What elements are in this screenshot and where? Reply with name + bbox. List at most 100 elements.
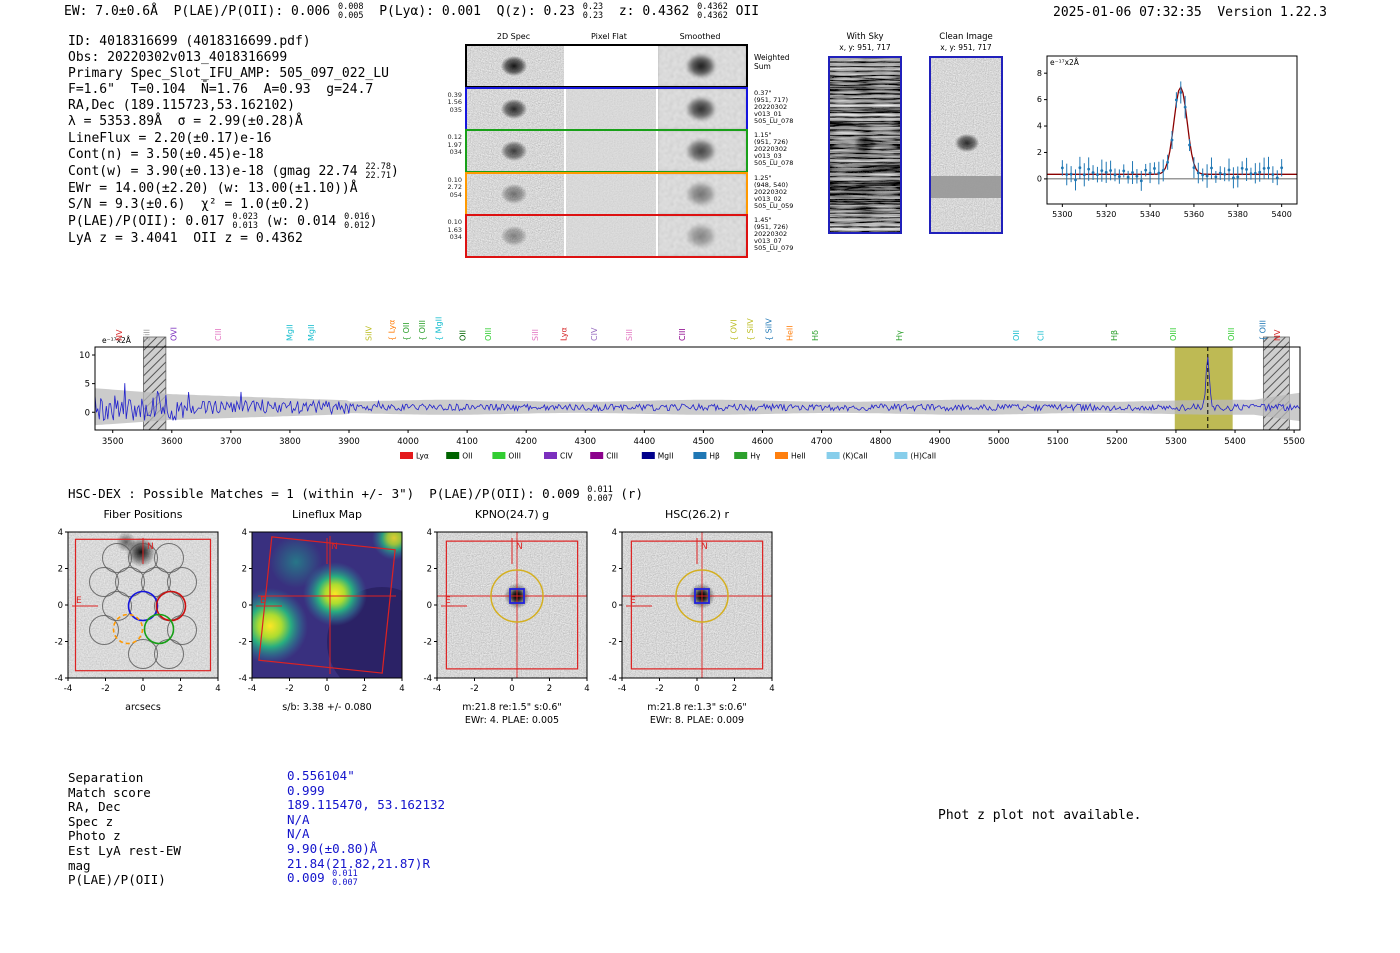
match-row-label: P(LAE)/P(OII) bbox=[68, 872, 166, 888]
svg-text:Lyα: Lyα bbox=[416, 452, 429, 461]
smoothed-image bbox=[658, 216, 746, 257]
match-row-label: Est LyA rest-EW bbox=[68, 843, 181, 858]
compass-north-label: N bbox=[147, 542, 154, 552]
svg-text:0: 0 bbox=[427, 601, 432, 611]
svg-text:2: 2 bbox=[362, 684, 367, 694]
svg-text:0: 0 bbox=[509, 684, 514, 694]
emission-line-label: { Lyα bbox=[387, 320, 396, 341]
pixel-flat-image bbox=[566, 46, 656, 86]
svg-text:0: 0 bbox=[612, 601, 617, 611]
svg-text:3500: 3500 bbox=[102, 437, 124, 447]
svg-text:HeII: HeII bbox=[791, 452, 806, 461]
emission-line-label: MgII bbox=[307, 324, 316, 341]
svg-text:2: 2 bbox=[547, 684, 552, 694]
catalog-match-box bbox=[694, 588, 710, 604]
panel-caption: s/b: 3.38 +/- 0.080 bbox=[282, 702, 372, 713]
svg-text:4: 4 bbox=[58, 528, 63, 538]
svg-text:2: 2 bbox=[612, 565, 617, 575]
central-fiber-circle bbox=[127, 590, 159, 622]
match-row-value: 0.999 bbox=[287, 782, 325, 798]
svg-text:5: 5 bbox=[85, 380, 90, 390]
cutout-left-labels: 0.39 1.56 035 bbox=[447, 90, 462, 114]
info-redshifts: LyA z = 3.4041 OII z = 0.4362 bbox=[68, 230, 303, 246]
cutout-right-labels: 1.45" (951, 726) 20220302 v013_07 505_LU_079 bbox=[754, 216, 794, 253]
info-id: ID: 4018316699 (4018316699.pdf) bbox=[68, 34, 311, 49]
svg-text:5000: 5000 bbox=[988, 437, 1010, 447]
svg-text:4: 4 bbox=[399, 684, 404, 694]
svg-text:2: 2 bbox=[178, 684, 183, 694]
svg-text:0: 0 bbox=[324, 684, 329, 694]
emission-line-label: { OII bbox=[402, 322, 411, 341]
svg-text:4: 4 bbox=[769, 684, 774, 694]
svg-text:4: 4 bbox=[1037, 122, 1042, 131]
emission-line-label: Hβ bbox=[1110, 330, 1119, 341]
source-blob bbox=[686, 96, 716, 121]
svg-text:4300: 4300 bbox=[574, 437, 596, 447]
emission-line-label: { SiIV bbox=[746, 318, 755, 341]
emission-line-label: CIV bbox=[590, 327, 599, 341]
match-row-label: Separation bbox=[68, 770, 144, 785]
fiber-positions-panel: Fiber Positions N E -4 -4 -2 -2 0 0 2 2 4 4 arcsecs bbox=[38, 506, 248, 746]
svg-text:MgII: MgII bbox=[658, 452, 674, 461]
info-radec: RA,Dec (189.115723,53.162102) bbox=[68, 98, 295, 114]
svg-text:3800: 3800 bbox=[279, 437, 301, 447]
svg-text:3700: 3700 bbox=[220, 437, 242, 447]
svg-text:e⁻¹⁷x2Å: e⁻¹⁷x2Å bbox=[1050, 58, 1080, 67]
emission-line-label: CII bbox=[1037, 331, 1046, 341]
svg-text:4600: 4600 bbox=[752, 437, 774, 447]
emission-line-label: NV bbox=[115, 329, 124, 341]
svg-text:OII: OII bbox=[462, 452, 472, 461]
cutout-row bbox=[465, 44, 748, 88]
svg-text:0: 0 bbox=[242, 601, 247, 611]
hsc-r-panel: HSC(26.2) r N E -4 -4 -2 -2 0 0 2 2 4 4 m:21.8 re:1… bbox=[592, 506, 802, 746]
emission-line-label: CIII bbox=[678, 328, 687, 341]
svg-text:4000: 4000 bbox=[397, 437, 419, 447]
svg-text:(K)CaII: (K)CaII bbox=[843, 452, 868, 461]
hsc-r-plot: N E -4-4 -2 -2 0 0 2 2 4 4 bbox=[609, 528, 775, 694]
z-uncertainty: 0.4362 0.4362 bbox=[697, 2, 728, 21]
svg-text:2: 2 bbox=[1037, 148, 1042, 157]
emission-line-label: { OIII bbox=[1259, 320, 1268, 341]
svg-text:4700: 4700 bbox=[811, 437, 833, 447]
header-summary: EW: 7.0±0.6Å P(LAE)/P(OII): 0.006 0.008 0… bbox=[64, 3, 759, 21]
svg-text:4500: 4500 bbox=[693, 437, 715, 447]
emission-line-label: SiII bbox=[625, 329, 634, 341]
svg-text:(H)CaII: (H)CaII bbox=[910, 452, 936, 461]
svg-text:4: 4 bbox=[215, 684, 220, 694]
panel-title: Lineflux Map bbox=[291, 508, 363, 521]
2d-spec-image bbox=[467, 173, 564, 214]
match-row-value: N/A bbox=[287, 811, 310, 827]
svg-text:6: 6 bbox=[1037, 95, 1042, 104]
cutout-row bbox=[465, 214, 748, 259]
svg-text:-2: -2 bbox=[239, 638, 247, 648]
match-row-label: Match score bbox=[68, 784, 151, 800]
with-sky-title: With Sky bbox=[846, 32, 884, 42]
svg-text:Hβ: Hβ bbox=[709, 452, 720, 461]
aperture-circle bbox=[490, 569, 544, 623]
svg-text:-4: -4 bbox=[424, 674, 432, 684]
svg-text:-2: -2 bbox=[101, 684, 109, 694]
svg-text:-2: -2 bbox=[424, 638, 432, 648]
with-sky-coords: x, y: 951, 717 bbox=[839, 43, 891, 52]
source-blob bbox=[501, 226, 527, 247]
svg-text:5340: 5340 bbox=[1140, 210, 1160, 219]
svg-text:-4: -4 bbox=[433, 684, 441, 694]
svg-text:4: 4 bbox=[584, 684, 589, 694]
plae-poii-value: P(LAE)/P(OII): 0.006 bbox=[173, 3, 338, 19]
svg-text:3600: 3600 bbox=[161, 437, 183, 447]
plae-uncertainty: 0.008 0.005 bbox=[337, 2, 364, 21]
info-cont-w: Cont(w) = 3.90(±0.13)e-18 (gmag 22.74 22… bbox=[68, 161, 399, 181]
match-table: Separation 0.556104" Match score 0.999 RA, D… bbox=[68, 768, 588, 900]
info-lambda-sigma: λ = 5353.89Å σ = 2.99(±0.28)Å bbox=[68, 114, 303, 130]
svg-text:CIII: CIII bbox=[606, 452, 618, 461]
svg-text:-4: -4 bbox=[248, 684, 256, 694]
svg-text:5200: 5200 bbox=[1106, 437, 1128, 447]
emission-line-label: OII bbox=[458, 330, 467, 341]
panel-caption: EWr: 8. PLAE: 0.009 bbox=[649, 715, 745, 726]
compass-east-label: E bbox=[76, 596, 82, 606]
svg-text:0: 0 bbox=[694, 684, 699, 694]
timestamp-version: 2025-01-06 07:32:35 Version 1.22.3 bbox=[1053, 5, 1327, 20]
kpno-g-panel: KPNO(24.7) g N E -4 -4 -2 -2 0 0 2 2 4 4 m:21.8 re:… bbox=[407, 506, 617, 746]
photz-note: Phot z plot not available. bbox=[938, 808, 1142, 823]
